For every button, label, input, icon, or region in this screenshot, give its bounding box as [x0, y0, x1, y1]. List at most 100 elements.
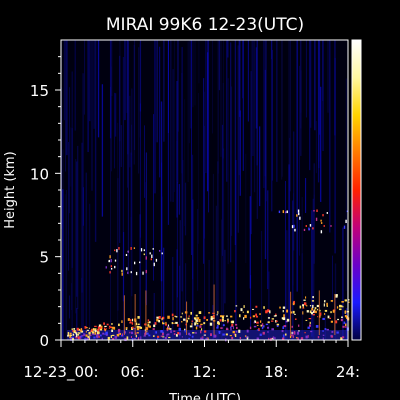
echo-point — [145, 327, 148, 331]
echo-point — [269, 310, 271, 314]
echo-point — [140, 336, 142, 340]
echo-point — [311, 307, 314, 311]
echo-point — [147, 324, 150, 327]
echo-point — [246, 329, 249, 333]
echo-point — [171, 322, 173, 325]
echo-point — [94, 328, 97, 331]
radar-echo-background — [60, 40, 348, 340]
echo-point — [161, 252, 163, 255]
echo-point — [312, 227, 314, 230]
echo-point — [317, 308, 319, 311]
echo-point — [102, 332, 105, 335]
echo-point — [311, 300, 315, 302]
echo-point — [259, 333, 262, 336]
echo-point — [153, 324, 156, 328]
echo-point — [290, 334, 293, 337]
echo-point — [67, 334, 69, 337]
echo-point — [86, 338, 90, 340]
echo-point — [258, 328, 260, 332]
echo-point — [175, 321, 178, 324]
echo-point — [324, 309, 328, 312]
echo-point — [130, 246, 132, 250]
echo-point — [194, 318, 196, 321]
echo-point — [133, 328, 136, 330]
echo-point — [267, 317, 271, 319]
echo-point — [164, 337, 167, 339]
echo-point — [273, 315, 277, 317]
x-tick-label: 18: — [264, 363, 288, 381]
echo-point — [259, 313, 261, 315]
echo-point — [326, 302, 328, 306]
echo-point — [307, 334, 309, 338]
echo-point — [200, 337, 203, 340]
echo-point — [190, 311, 193, 315]
echo-point — [139, 326, 143, 329]
echo-point — [103, 322, 105, 325]
echo-point — [275, 320, 278, 322]
echo-point — [271, 318, 275, 320]
echo-point — [329, 317, 332, 319]
echo-point — [217, 311, 219, 314]
echo-point — [118, 246, 120, 250]
echo-point — [79, 332, 81, 335]
echo-point — [245, 336, 248, 339]
echo-point — [322, 214, 324, 217]
echo-point — [252, 315, 255, 318]
echo-point — [199, 325, 202, 328]
echo-point — [114, 335, 118, 339]
echo-point — [117, 328, 121, 332]
echo-point — [166, 334, 168, 337]
echo-point — [191, 335, 194, 338]
echo-point — [195, 321, 197, 324]
echo-point — [243, 317, 245, 320]
echo-point — [346, 210, 349, 213]
echo-point — [181, 321, 183, 323]
echo-point — [85, 331, 87, 333]
echo-point — [79, 335, 82, 339]
echo-point — [255, 315, 258, 318]
echo-point — [304, 331, 306, 334]
echo-point — [178, 327, 181, 331]
echo-point — [136, 327, 140, 331]
echo-point — [192, 332, 195, 334]
echo-point — [234, 310, 236, 313]
echo-point — [126, 336, 129, 340]
echo-point — [146, 332, 149, 335]
echo-point — [240, 308, 243, 312]
echo-point — [127, 318, 130, 321]
echo-point — [72, 333, 75, 336]
echo-point — [335, 320, 338, 324]
echo-point — [293, 331, 296, 334]
echo-point — [167, 324, 169, 327]
echo-point — [323, 225, 325, 227]
echo-point — [91, 328, 93, 332]
echo-point — [289, 335, 292, 339]
y-tick-label: 0 — [39, 332, 49, 350]
echo-point — [196, 325, 199, 327]
echo-point — [320, 230, 323, 234]
echo-point — [135, 332, 137, 335]
echo-point — [201, 336, 204, 338]
echo-point — [107, 336, 110, 340]
echo-point — [147, 321, 150, 324]
echo-point — [345, 323, 347, 327]
echo-point — [175, 316, 178, 318]
echo-point — [143, 253, 145, 256]
echo-point — [136, 325, 139, 328]
echo-point — [100, 325, 103, 329]
echo-point — [110, 335, 112, 339]
echo-point — [148, 325, 151, 328]
echo-point — [309, 321, 311, 325]
echo-point — [220, 315, 223, 318]
echo-point — [195, 314, 198, 317]
boundary-layer-base — [66, 330, 349, 340]
echo-point — [271, 320, 274, 322]
echo-point — [305, 225, 308, 227]
echo-point — [254, 320, 257, 323]
echo-point — [312, 310, 315, 313]
echo-point — [167, 333, 170, 336]
echo-point — [151, 254, 153, 259]
echo-point — [173, 322, 175, 324]
echo-point — [233, 333, 236, 336]
echo-point — [232, 320, 235, 324]
